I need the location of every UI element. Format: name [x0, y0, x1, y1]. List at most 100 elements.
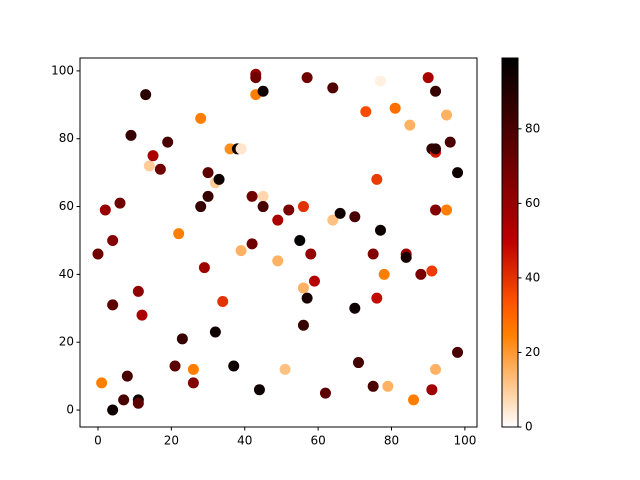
scatter-point — [187, 363, 199, 375]
scatter-point — [327, 82, 339, 94]
scatter-point — [452, 346, 464, 358]
scatter-point — [143, 160, 155, 172]
x-tick-label: 80 — [384, 434, 399, 448]
y-tick-label: 0 — [66, 403, 74, 417]
scatter-point — [389, 102, 401, 114]
scatter-point — [301, 72, 313, 84]
scatter-point — [195, 201, 207, 213]
scatter-point — [121, 370, 133, 382]
y-tick-label: 40 — [59, 267, 74, 281]
scatter-point — [297, 282, 309, 294]
scatter-point — [375, 224, 387, 236]
scatter-point — [430, 204, 442, 216]
scatter-point — [415, 268, 427, 280]
scatter-point — [272, 255, 284, 267]
scatter-point — [202, 167, 214, 179]
scatter-point — [114, 197, 126, 209]
plot-frame — [79, 57, 478, 428]
scatter-point — [352, 357, 364, 369]
scatter-point — [272, 214, 284, 226]
scatter-point — [441, 109, 453, 121]
scatter-point — [107, 404, 119, 416]
scatter-point — [246, 190, 258, 202]
scatter-point — [360, 106, 372, 118]
scatter-point — [202, 190, 214, 202]
scatter-point — [235, 143, 247, 155]
colorbar-tick-label: 20 — [525, 345, 540, 359]
scatter-point — [246, 238, 258, 250]
scatter-point — [400, 251, 412, 263]
scatter-point — [349, 302, 361, 314]
scatter-point — [430, 85, 442, 97]
colorbar-tick-label: 40 — [525, 270, 540, 284]
x-tick-label: 40 — [237, 434, 252, 448]
scatter-point — [349, 211, 361, 223]
scatter-point — [217, 296, 229, 308]
x-tick-label: 60 — [310, 434, 325, 448]
scatter-point — [96, 377, 108, 389]
y-tick-label: 20 — [59, 335, 74, 349]
scatter-point — [136, 309, 148, 321]
scatter-point — [118, 394, 130, 406]
scatter-point — [441, 204, 453, 216]
scatter-point — [444, 136, 456, 148]
scatter-point — [195, 112, 207, 124]
scatter-point — [162, 136, 174, 148]
scatter-point — [426, 384, 438, 396]
scatter-point — [422, 72, 434, 84]
scatter-point — [305, 248, 317, 260]
scatter-point — [294, 234, 306, 246]
scatter-point — [367, 380, 379, 392]
scatter-point — [257, 201, 269, 213]
scatter-point — [209, 326, 221, 338]
scatter-point — [334, 207, 346, 219]
scatter-point — [378, 268, 390, 280]
scatter-point — [371, 173, 383, 185]
x-tick-label: 20 — [164, 434, 179, 448]
scatter-point — [235, 245, 247, 257]
scatter-point — [257, 85, 269, 97]
scatter-point — [107, 299, 119, 311]
scatter-point — [319, 387, 331, 399]
scatter-point — [308, 275, 320, 287]
scatter-point — [107, 234, 119, 246]
scatter-point — [375, 75, 387, 87]
scatter-point — [176, 333, 188, 345]
colorbar-tick-label: 0 — [525, 420, 533, 434]
scatter-point — [297, 319, 309, 331]
scatter-point — [154, 163, 166, 175]
scatter-point — [371, 292, 383, 304]
scatter-point — [452, 167, 464, 179]
scatter-point — [408, 394, 420, 406]
scatter-point — [279, 363, 291, 375]
scatter-point — [92, 248, 104, 260]
scatter-point — [257, 190, 269, 202]
scatter-point — [173, 228, 185, 240]
scatter-point — [213, 173, 225, 185]
scatter-point — [283, 204, 295, 216]
colorbar-tick-label: 60 — [525, 196, 540, 210]
scatter-point — [426, 265, 438, 277]
scatter-point — [382, 380, 394, 392]
scatter-point — [430, 143, 442, 155]
scatter-point — [132, 397, 144, 409]
scatter-point — [301, 292, 313, 304]
scatter-point — [169, 360, 181, 372]
scatter-point — [430, 363, 442, 375]
x-tick-label: 0 — [94, 434, 102, 448]
scatter-point — [404, 119, 416, 131]
scatter-point — [228, 360, 240, 372]
colorbar — [501, 57, 519, 428]
scatter-point — [297, 201, 309, 213]
scatter-point — [147, 150, 159, 162]
y-tick-label: 80 — [59, 131, 74, 145]
x-tick-label: 100 — [453, 434, 476, 448]
scatter-point — [250, 72, 262, 84]
scatter-point — [367, 248, 379, 260]
scatter-point — [99, 204, 111, 216]
scatter-point — [140, 89, 152, 101]
y-tick-label: 100 — [51, 63, 74, 77]
scatter-point — [327, 214, 339, 226]
scatter-point — [187, 377, 199, 389]
